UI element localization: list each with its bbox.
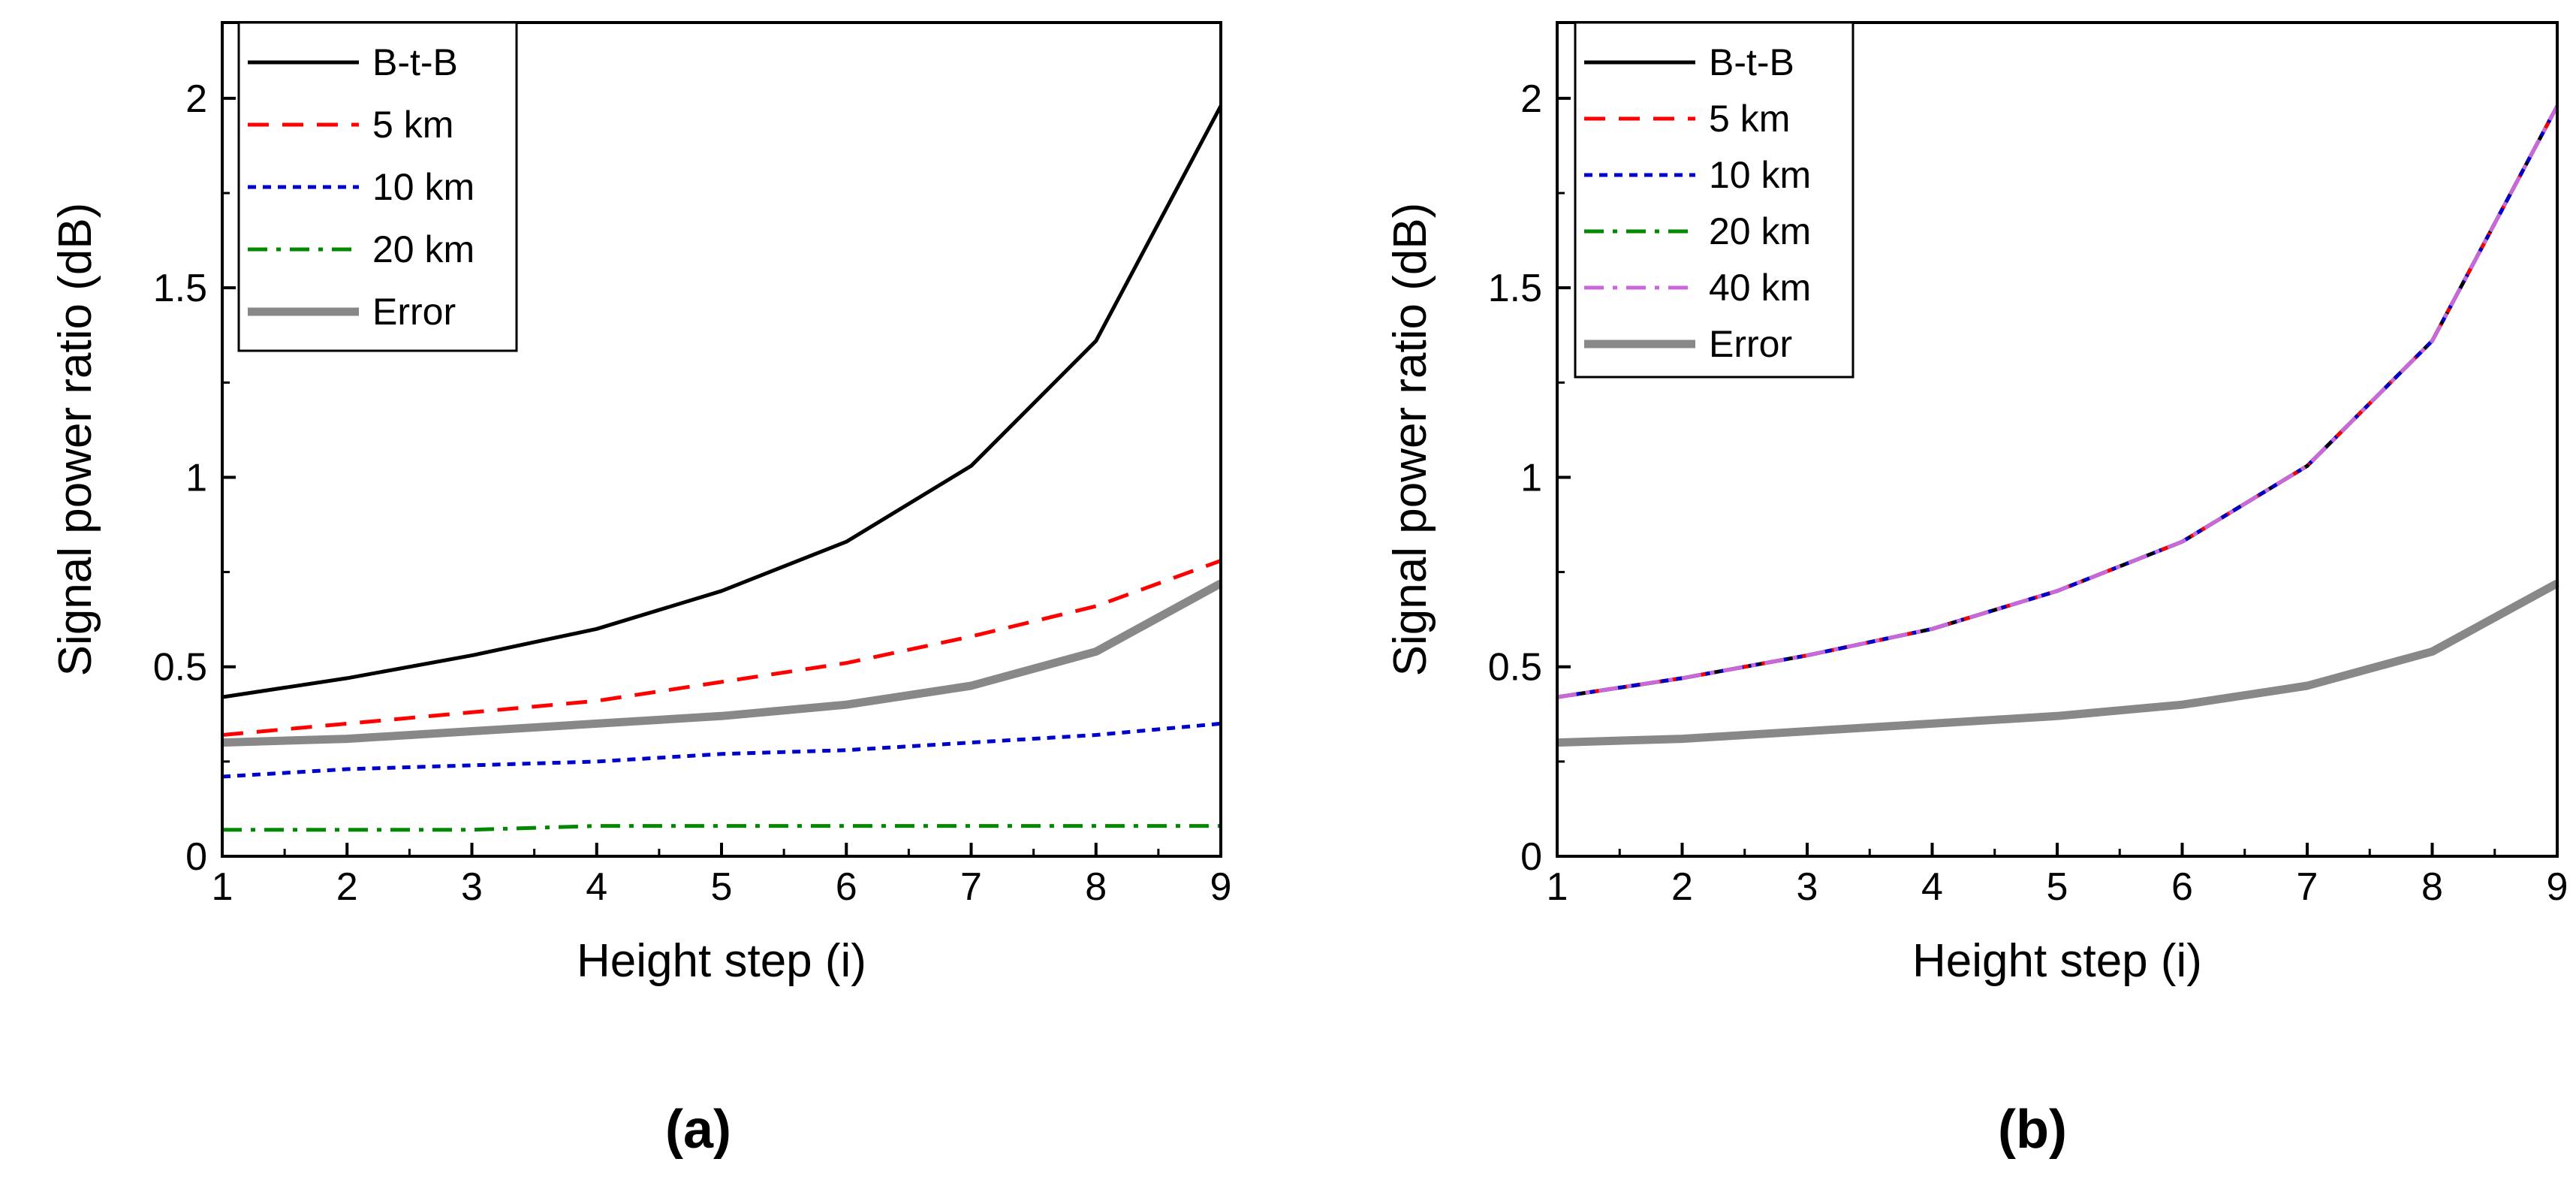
series-line-10-km [221,721,1222,779]
legend-label: 40 km [1709,267,1811,309]
series-line-error [1556,579,2559,747]
legend-label: B-t-B [1709,41,1794,83]
x-tick-label: 5 [711,865,733,909]
x-axis-label: Height step (i) [577,935,866,987]
legend: B-t-B 5 km 10 km 20 km Error [237,21,518,352]
legend-label: 10 km [372,166,475,208]
chart-panel-a: 1 2 3 4 5 6 7 8 9 0 0.5 1 1.5 2 Height step (i) Signal … [50,21,1232,1160]
y-axis-label: Signal power ratio (dB) [1384,203,1436,677]
x-tick-label: 4 [586,865,607,909]
x-axis-label: Height step (i) [1912,935,2202,987]
y-tick-label: 2 [185,77,207,121]
x-tick-label: 9 [1210,865,1232,909]
x-tick-label: 9 [2547,865,2568,909]
series-line-error [221,579,1223,747]
x-tick-label: 7 [2297,865,2318,909]
x-tick-label: 8 [2421,865,2443,909]
series-lines [221,104,1223,832]
series-line-b-t-b [221,104,1223,699]
chart-panel-b: 1 2 3 4 5 6 7 8 9 0 0.5 1 1.5 2 Height step (i) Signal … [1384,21,2568,1160]
x-tick-label: 3 [1797,865,1818,909]
x-tick-label: 2 [336,865,358,909]
x-tick-label: 5 [2047,865,2068,909]
x-tick-label: 8 [1085,865,1107,909]
legend-label: 20 km [372,228,475,270]
panel-label: (a) [665,1100,731,1160]
x-tick-label: 6 [2171,865,2193,909]
legend-label: 5 km [372,104,453,146]
panel-label: (b) [1998,1100,2067,1160]
legend-label: 5 km [1709,98,1790,140]
x-tick-label: 7 [960,865,982,909]
x-tick-label: 1 [212,865,233,909]
y-tick-label: 1.5 [1488,267,1542,310]
y-tick-label: 0 [185,835,207,879]
legend-box [1574,21,1854,379]
y-tick-label: 0 [1520,835,1542,879]
x-tick-label: 1 [1547,865,1568,909]
legend: B-t-B 5 km 10 km 20 km 40 km Error [1574,21,1854,379]
legend-label: Error [1709,323,1792,365]
legend-label: 10 km [1709,154,1811,196]
series-line-5-km [221,559,1222,737]
y-tick-label: 2 [1520,77,1542,121]
y-axis-label: Signal power ratio (dB) [50,203,101,677]
x-tick-label: 6 [836,865,857,909]
y-tick-label: 1.5 [153,267,207,310]
x-tick-label: 2 [1671,865,1693,909]
x-tick-label: 4 [1921,865,1943,909]
legend-label: Error [372,291,456,333]
series-line-5-km [1556,104,2559,699]
series-lines [1556,104,2559,747]
legend-label: B-t-B [372,41,458,83]
y-tick-label: 1 [185,456,207,499]
y-tick-label: 1 [1520,456,1542,499]
legend-label: 20 km [1709,210,1811,252]
series-line-40-km [1556,104,2559,699]
x-tick-label: 3 [461,865,483,909]
y-tick-label: 0.5 [1488,646,1542,690]
y-tick-label: 0.5 [153,646,207,690]
